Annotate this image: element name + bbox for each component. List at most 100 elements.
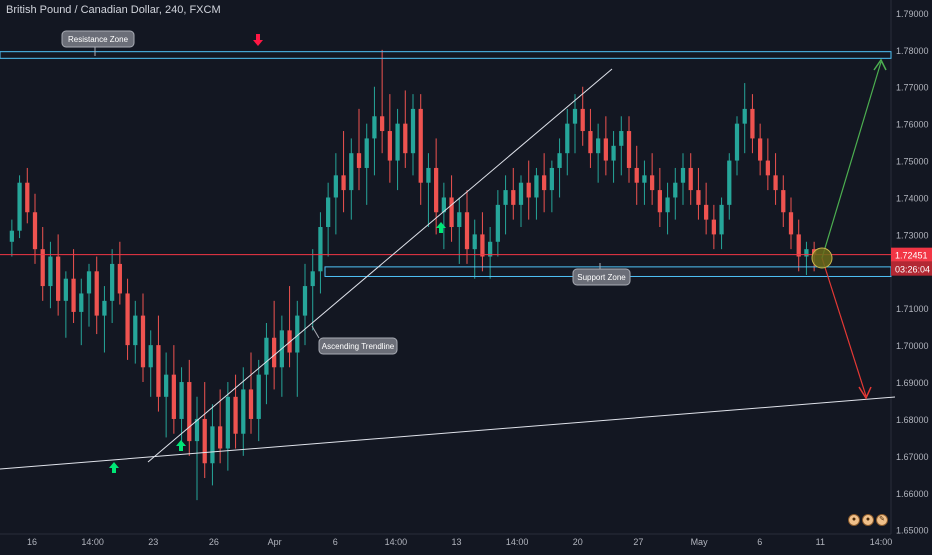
alert-icon[interactable]: ● [848,514,860,526]
candle-down [187,382,192,442]
time-tick-label: 14:00 [385,537,408,547]
resistance-zone-callout-box [61,30,135,48]
time-tick-label: 11 [816,537,825,547]
candle-up [133,315,138,346]
candle-down [356,153,362,168]
candle-up [210,426,215,464]
candle-down [511,190,516,205]
countdown-tag [891,261,932,276]
candle-down [626,131,632,168]
candle-up [804,249,809,257]
candle-down [788,212,794,235]
candle-down [25,182,30,213]
candle-up [164,374,169,397]
candle-down [711,219,716,235]
candle-up [326,197,331,228]
candle-up [503,190,508,205]
candle-up [680,167,686,183]
candle-up [79,293,84,312]
candle-up [742,108,747,124]
candle-up [148,345,153,368]
candle-up [264,337,269,375]
candle-down [480,234,485,257]
candle-up [642,175,647,183]
ascending-trendline-callout-pointer [311,325,320,339]
candle-down [526,182,531,198]
candle-up [673,182,678,198]
bullish-projection-line [821,61,882,259]
candle-down [773,175,778,191]
time-tick-label: 27 [633,537,643,547]
time-tick-label: 13 [451,537,461,547]
candle-down [248,389,254,419]
candle-down [125,293,130,346]
current-price-tag [891,247,932,262]
candle-up [734,123,740,161]
support-zone-callout-label: Support Zone [577,273,626,282]
candle-down [781,190,786,213]
support-zone-callout-box [572,268,631,286]
candle-down [341,175,346,191]
time-tick-label: 20 [573,537,583,547]
price-tick-label: 1.79000 [896,9,929,19]
candle-down [650,175,655,191]
candle-up [364,138,369,168]
candle-up [310,271,315,287]
up-arrow-icon [436,222,446,233]
time-tick-label: 14:00 [81,537,104,547]
candle-down [117,263,122,294]
candle-up [596,138,601,154]
candle-down [796,234,801,257]
price-tick-label: 1.73000 [896,230,929,240]
candle-up [194,418,200,442]
current-price-label: 1.72451 [895,251,928,261]
candle-up [557,153,562,168]
candle-up [611,145,616,161]
candle-up [225,396,230,449]
candle-down [464,212,470,250]
resistance-zone-callout: Resistance Zone [61,30,135,56]
price-tick-label: 1.74000 [896,193,929,203]
candle-down [434,167,439,213]
candle-down [696,190,701,205]
candle-up [17,182,22,231]
price-tick-label: 1.77000 [896,83,929,93]
up-arrow-icon [109,462,119,473]
candle-down [40,249,45,287]
flag-icon[interactable]: ● [862,514,874,526]
candle-up [63,278,68,301]
candle-up [9,230,14,242]
price-tick-label: 1.67000 [896,452,929,462]
candle-down [56,256,61,301]
bullish-projection-arrowhead [873,58,887,71]
candle-down [542,175,547,191]
candle-up [86,271,92,294]
down-arrow-icon [253,34,263,46]
candle-up [110,263,115,301]
candle-down [758,138,763,161]
candle-down [403,123,408,154]
bearish-projection-line [821,257,867,397]
candle-down [657,190,662,213]
bottom-trendline [0,396,896,470]
candle-down [71,278,76,312]
decision-point-marker [811,247,833,269]
price-tick-label: 1.78000 [896,46,929,56]
price-tick-label: 1.65000 [896,526,929,536]
candle-up [333,175,338,198]
time-tick-label: 6 [333,537,338,547]
candle-down [32,212,38,250]
bearish-projection-arrowhead [858,386,872,400]
ascending-trendline-callout-box [318,337,398,355]
candle-down [387,131,392,161]
edit-icon[interactable]: ✎ [876,514,888,526]
resistance-zone [0,51,892,59]
price-tick-label: 1.69000 [896,378,929,388]
candle-up [48,256,53,287]
candle-up [179,382,184,419]
price-tick-label: 1.76000 [896,120,929,130]
time-tick-label: 6 [757,537,762,547]
